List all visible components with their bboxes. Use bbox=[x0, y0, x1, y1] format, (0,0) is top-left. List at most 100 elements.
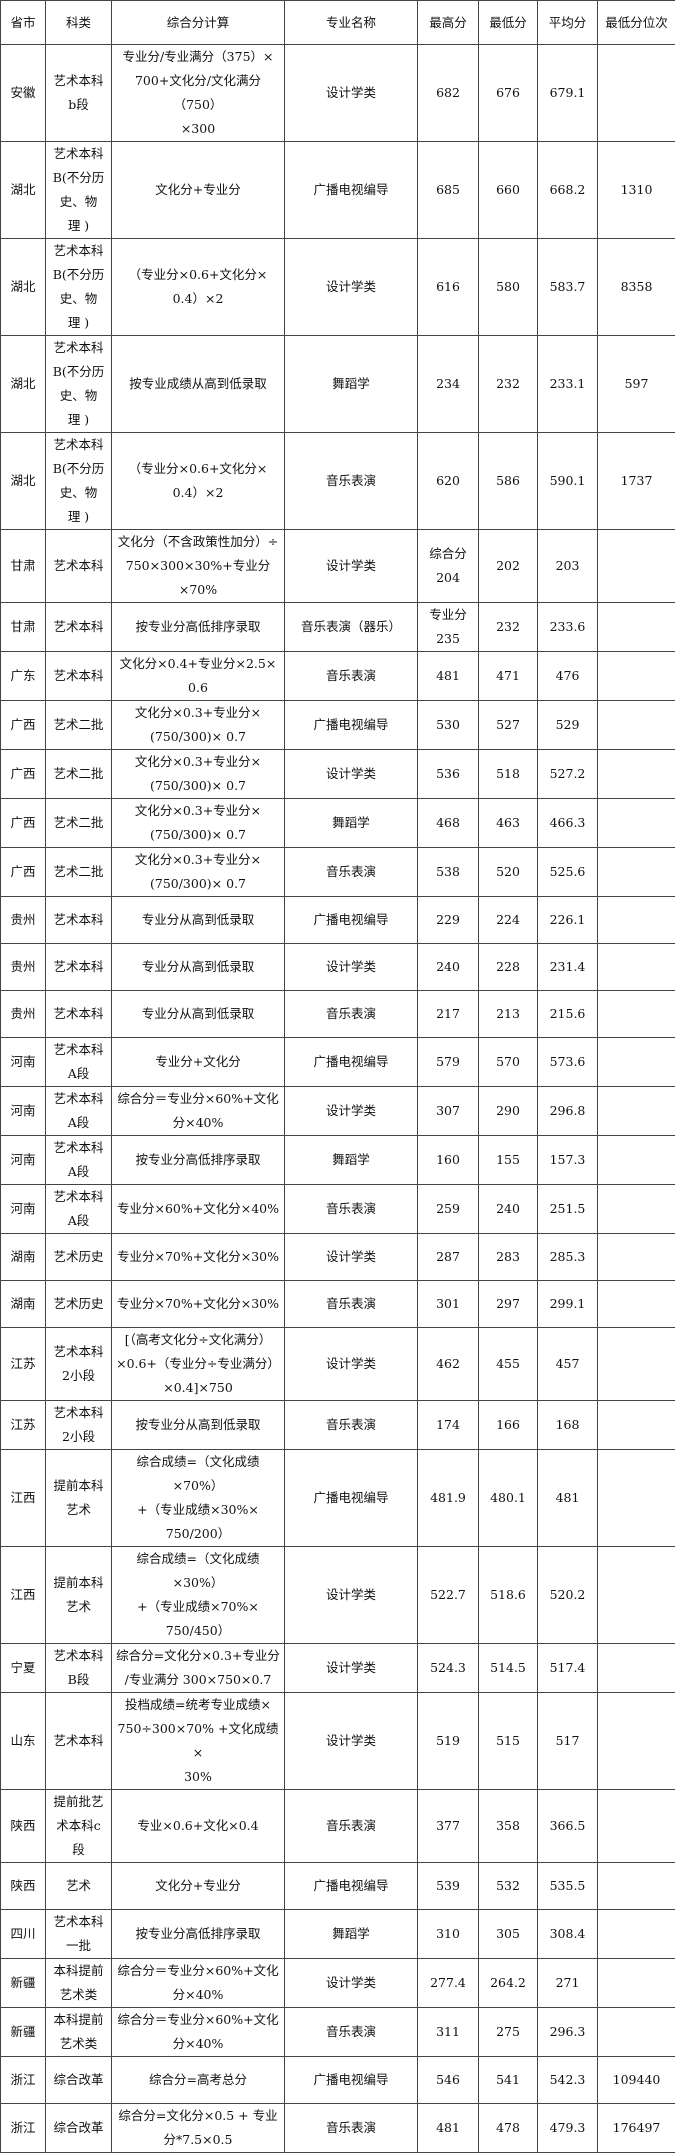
cell-formula: 专业分×60%+文化分×40% bbox=[112, 1185, 285, 1234]
cell-max-score: 310 bbox=[418, 1910, 479, 1959]
cell-max-score: 536 bbox=[418, 750, 479, 799]
cell-min-score: 166 bbox=[479, 1401, 538, 1450]
cell-avg-score: 525.6 bbox=[538, 848, 598, 897]
cell-category: 艺术二批 bbox=[46, 848, 112, 897]
cell-province: 广西 bbox=[1, 701, 46, 750]
cell-min-score: 541 bbox=[479, 2057, 538, 2104]
cell-category: 本科提前 艺术类 bbox=[46, 2008, 112, 2057]
cell-min-rank bbox=[598, 603, 675, 652]
cell-major: 设计学类 bbox=[285, 530, 418, 603]
cell-min-score: 264.2 bbox=[479, 1959, 538, 2008]
cell-formula: 投档成绩=统考专业成绩× 750÷300×70% +文化成绩× 30% bbox=[112, 1693, 285, 1790]
cell-min-rank: 1737 bbox=[598, 433, 675, 530]
cell-avg-score: 366.5 bbox=[538, 1790, 598, 1863]
cell-province: 广西 bbox=[1, 750, 46, 799]
cell-avg-score: 233.6 bbox=[538, 603, 598, 652]
cell-category: 本科提前 艺术类 bbox=[46, 1959, 112, 2008]
cell-max-score: 301 bbox=[418, 1281, 479, 1328]
table-row: 湖北艺术本科 B(不分历 史、物 理 )（专业分×0.6+文化分× 0.4）×2… bbox=[1, 239, 675, 336]
cell-category: 提前批艺 术本科c 段 bbox=[46, 1790, 112, 1863]
cell-formula: （专业分×0.6+文化分× 0.4）×2 bbox=[112, 239, 285, 336]
cell-avg-score: 479.3 bbox=[538, 2104, 598, 2153]
cell-min-score: 297 bbox=[479, 1281, 538, 1328]
cell-category: 艺术本科 bbox=[46, 991, 112, 1038]
cell-province: 河南 bbox=[1, 1185, 46, 1234]
cell-min-rank bbox=[598, 1693, 675, 1790]
cell-max-score: 616 bbox=[418, 239, 479, 336]
cell-min-score: 532 bbox=[479, 1863, 538, 1910]
cell-province: 贵州 bbox=[1, 897, 46, 944]
cell-province: 湖北 bbox=[1, 239, 46, 336]
cell-min-rank bbox=[598, 944, 675, 991]
cell-min-rank bbox=[598, 848, 675, 897]
cell-min-score: 515 bbox=[479, 1693, 538, 1790]
cell-formula: 文化分×0.3+专业分× (750/300)× 0.7 bbox=[112, 848, 285, 897]
cell-formula: （专业分×0.6+文化分× 0.4）×2 bbox=[112, 433, 285, 530]
cell-min-score: 518 bbox=[479, 750, 538, 799]
cell-formula: 专业分+文化分 bbox=[112, 1038, 285, 1087]
cell-avg-score: 476 bbox=[538, 652, 598, 701]
column-header-province: 省市 bbox=[1, 1, 46, 45]
column-header-major: 专业名称 bbox=[285, 1, 418, 45]
cell-formula: 文化分（不含政策性加分）÷ 750×300×30%+专业分×70% bbox=[112, 530, 285, 603]
cell-major: 设计学类 bbox=[285, 1959, 418, 2008]
cell-max-score: 468 bbox=[418, 799, 479, 848]
cell-avg-score: 226.1 bbox=[538, 897, 598, 944]
cell-major: 舞蹈学 bbox=[285, 1910, 418, 1959]
cell-province: 湖南 bbox=[1, 1281, 46, 1328]
cell-max-score: 481 bbox=[418, 652, 479, 701]
cell-min-score: 213 bbox=[479, 991, 538, 1038]
cell-min-rank bbox=[598, 1234, 675, 1281]
cell-category: 艺术本科 B段 bbox=[46, 1644, 112, 1693]
cell-min-score: 283 bbox=[479, 1234, 538, 1281]
cell-avg-score: 535.5 bbox=[538, 1863, 598, 1910]
cell-max-score: 539 bbox=[418, 1863, 479, 1910]
cell-category: 艺术本科 bbox=[46, 652, 112, 701]
cell-province: 河南 bbox=[1, 1087, 46, 1136]
cell-avg-score: 517.4 bbox=[538, 1644, 598, 1693]
cell-min-score: 463 bbox=[479, 799, 538, 848]
cell-category: 提前本科 艺术 bbox=[46, 1547, 112, 1644]
cell-province: 江苏 bbox=[1, 1328, 46, 1401]
cell-avg-score: 517 bbox=[538, 1693, 598, 1790]
cell-min-rank bbox=[598, 750, 675, 799]
cell-min-rank bbox=[598, 1863, 675, 1910]
cell-min-score: 586 bbox=[479, 433, 538, 530]
cell-avg-score: 527.2 bbox=[538, 750, 598, 799]
column-header-min-rank: 最低分位次 bbox=[598, 1, 675, 45]
table-row: 山东艺术本科投档成绩=统考专业成绩× 750÷300×70% +文化成绩× 30… bbox=[1, 1693, 675, 1790]
table-row: 甘肃艺术本科文化分（不含政策性加分）÷ 750×300×30%+专业分×70%设… bbox=[1, 530, 675, 603]
cell-min-rank bbox=[598, 1281, 675, 1328]
cell-min-rank bbox=[598, 652, 675, 701]
cell-avg-score: 542.3 bbox=[538, 2057, 598, 2104]
cell-formula: [（高考文化分÷文化满分） ×0.6+（专业分÷专业满分） ×0.4]×750 bbox=[112, 1328, 285, 1401]
cell-formula: 专业分/专业满分（375）× 700+文化分/文化满分（750） ×300 bbox=[112, 45, 285, 142]
cell-max-score: 229 bbox=[418, 897, 479, 944]
cell-province: 江西 bbox=[1, 1547, 46, 1644]
cell-major: 广播电视编导 bbox=[285, 1450, 418, 1547]
cell-min-score: 155 bbox=[479, 1136, 538, 1185]
cell-avg-score: 308.4 bbox=[538, 1910, 598, 1959]
cell-province: 广西 bbox=[1, 848, 46, 897]
cell-major: 音乐表演 bbox=[285, 1185, 418, 1234]
cell-province: 宁夏 bbox=[1, 1644, 46, 1693]
cell-category: 艺术二批 bbox=[46, 750, 112, 799]
cell-avg-score: 668.2 bbox=[538, 142, 598, 239]
cell-category: 艺术本科 B(不分历 史、物 理 ) bbox=[46, 433, 112, 530]
cell-max-score: 307 bbox=[418, 1087, 479, 1136]
cell-max-score: 277.4 bbox=[418, 1959, 479, 2008]
cell-min-rank bbox=[598, 991, 675, 1038]
cell-formula: 文化分+专业分 bbox=[112, 1863, 285, 1910]
cell-max-score: 524.3 bbox=[418, 1644, 479, 1693]
cell-max-score: 174 bbox=[418, 1401, 479, 1450]
cell-major: 舞蹈学 bbox=[285, 336, 418, 433]
cell-major: 设计学类 bbox=[285, 45, 418, 142]
